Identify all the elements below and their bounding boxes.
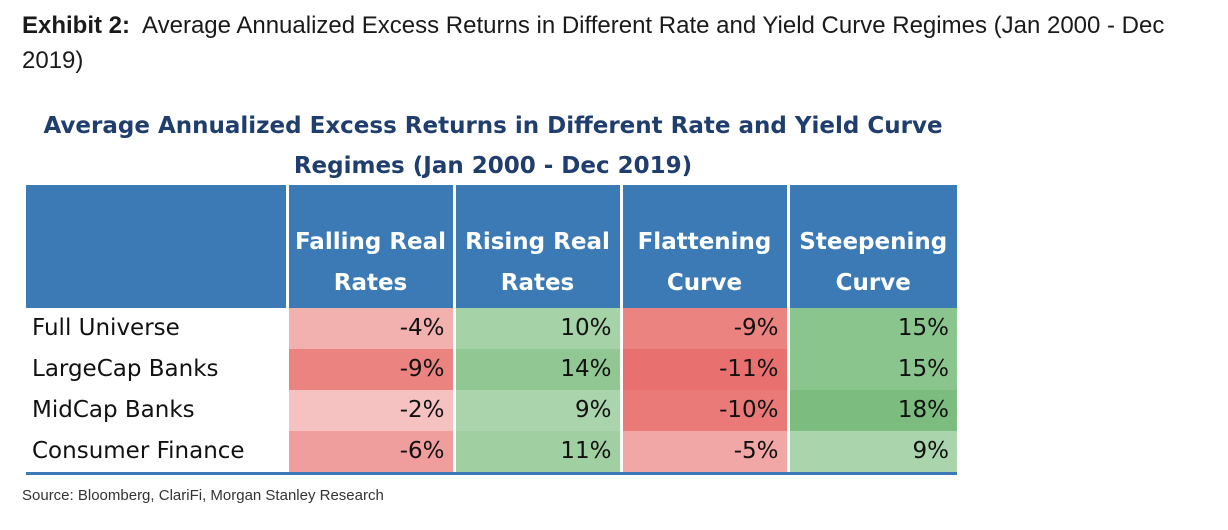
header-corner-cell bbox=[26, 185, 287, 308]
column-header-rising-real-rates: Rising Real Rates bbox=[452, 185, 621, 308]
exhibit-title: Exhibit 2: Average Annualized Excess Ret… bbox=[22, 8, 1212, 78]
table-cell: -6% bbox=[285, 431, 454, 475]
table-cell: 15% bbox=[786, 308, 957, 349]
table-cell: -2% bbox=[285, 390, 454, 431]
table-cell: -10% bbox=[619, 390, 788, 431]
table-cell: -11% bbox=[619, 349, 788, 390]
exhibit-label: Exhibit 2: bbox=[22, 12, 131, 39]
row-label: Full Universe bbox=[26, 308, 287, 349]
table-cell: 18% bbox=[786, 390, 957, 431]
column-header-steepening-curve: Steepening Curve bbox=[786, 185, 957, 308]
table-cell: 14% bbox=[452, 349, 621, 390]
row-label: Consumer Finance bbox=[26, 431, 287, 475]
table-cell: 11% bbox=[452, 431, 621, 475]
source-note: Source: Bloomberg, ClariFi, Morgan Stanl… bbox=[22, 487, 384, 504]
row-label: MidCap Banks bbox=[26, 390, 287, 431]
table-cell: -9% bbox=[619, 308, 788, 349]
table-cell: -5% bbox=[619, 431, 788, 475]
table-row: Consumer Finance -6% 11% -5% 9% bbox=[26, 431, 957, 475]
exhibit-title-text: Average Annualized Excess Returns in Dif… bbox=[22, 12, 1165, 74]
table-row: MidCap Banks -2% 9% -10% 18% bbox=[26, 390, 957, 431]
table-cell: -9% bbox=[285, 349, 454, 390]
returns-table: Falling Real Rates Rising Real Rates Flatt… bbox=[26, 185, 957, 475]
table-cell: 15% bbox=[786, 349, 957, 390]
table-row: Full Universe -4% 10% -9% 15% bbox=[26, 308, 957, 349]
table-cell: 9% bbox=[786, 431, 957, 475]
column-header-flattening-curve: Flattening Curve bbox=[619, 185, 788, 308]
table-cell: 9% bbox=[452, 390, 621, 431]
table-cell: -4% bbox=[285, 308, 454, 349]
column-header-falling-real-rates: Falling Real Rates bbox=[285, 185, 454, 308]
table-cell: 10% bbox=[452, 308, 621, 349]
table-row: LargeCap Banks -9% 14% -11% 15% bbox=[26, 349, 957, 390]
table-title: Average Annualized Excess Returns in Dif… bbox=[43, 113, 943, 179]
row-label: LargeCap Banks bbox=[26, 349, 287, 390]
table-header-row: Falling Real Rates Rising Real Rates Flatt… bbox=[26, 185, 957, 308]
